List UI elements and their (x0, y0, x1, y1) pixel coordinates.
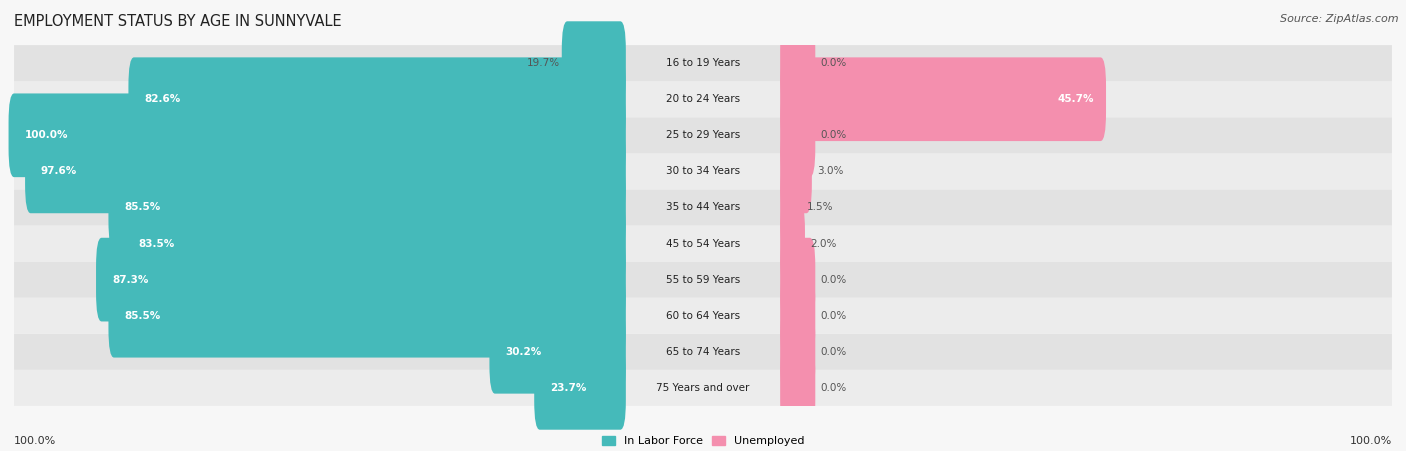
FancyBboxPatch shape (780, 129, 811, 213)
Text: 83.5%: 83.5% (138, 239, 174, 249)
FancyBboxPatch shape (25, 129, 626, 213)
FancyBboxPatch shape (8, 93, 626, 177)
Text: 2.0%: 2.0% (810, 239, 837, 249)
FancyBboxPatch shape (14, 370, 1392, 406)
FancyBboxPatch shape (14, 334, 1392, 370)
Text: 20 to 24 Years: 20 to 24 Years (666, 94, 740, 104)
Text: 85.5%: 85.5% (124, 202, 160, 212)
Text: 65 to 74 Years: 65 to 74 Years (666, 347, 740, 357)
FancyBboxPatch shape (780, 238, 815, 322)
FancyBboxPatch shape (489, 310, 626, 394)
FancyBboxPatch shape (128, 57, 626, 141)
FancyBboxPatch shape (14, 81, 1392, 117)
Text: 75 Years and over: 75 Years and over (657, 383, 749, 393)
Text: 35 to 44 Years: 35 to 44 Years (666, 202, 740, 212)
FancyBboxPatch shape (780, 346, 815, 430)
FancyBboxPatch shape (780, 57, 1107, 141)
Text: 45 to 54 Years: 45 to 54 Years (666, 239, 740, 249)
Text: 16 to 19 Years: 16 to 19 Years (666, 58, 740, 68)
Text: 97.6%: 97.6% (41, 166, 77, 176)
FancyBboxPatch shape (534, 346, 626, 430)
Text: 100.0%: 100.0% (1350, 437, 1392, 446)
Text: 0.0%: 0.0% (820, 311, 846, 321)
FancyBboxPatch shape (108, 166, 626, 249)
Text: 45.7%: 45.7% (1057, 94, 1094, 104)
Text: 0.0%: 0.0% (820, 275, 846, 285)
FancyBboxPatch shape (108, 274, 626, 358)
FancyBboxPatch shape (14, 45, 1392, 81)
FancyBboxPatch shape (780, 310, 815, 394)
Text: 60 to 64 Years: 60 to 64 Years (666, 311, 740, 321)
FancyBboxPatch shape (14, 298, 1392, 334)
Text: 0.0%: 0.0% (820, 130, 846, 140)
FancyBboxPatch shape (780, 166, 801, 249)
Text: 0.0%: 0.0% (820, 347, 846, 357)
Text: 0.0%: 0.0% (820, 58, 846, 68)
Text: 30.2%: 30.2% (505, 347, 541, 357)
Text: 0.0%: 0.0% (820, 383, 846, 393)
FancyBboxPatch shape (14, 262, 1392, 298)
FancyBboxPatch shape (780, 93, 815, 177)
FancyBboxPatch shape (780, 274, 815, 358)
Text: 55 to 59 Years: 55 to 59 Years (666, 275, 740, 285)
FancyBboxPatch shape (14, 117, 1392, 153)
FancyBboxPatch shape (780, 21, 815, 105)
Text: 3.0%: 3.0% (817, 166, 844, 176)
Text: EMPLOYMENT STATUS BY AGE IN SUNNYVALE: EMPLOYMENT STATUS BY AGE IN SUNNYVALE (14, 14, 342, 28)
Text: 82.6%: 82.6% (145, 94, 180, 104)
Text: 87.3%: 87.3% (112, 275, 148, 285)
FancyBboxPatch shape (562, 21, 626, 105)
Text: Source: ZipAtlas.com: Source: ZipAtlas.com (1281, 14, 1399, 23)
Text: 23.7%: 23.7% (550, 383, 586, 393)
FancyBboxPatch shape (122, 202, 626, 285)
Text: 100.0%: 100.0% (14, 437, 56, 446)
FancyBboxPatch shape (14, 226, 1392, 262)
FancyBboxPatch shape (780, 202, 806, 285)
FancyBboxPatch shape (96, 238, 626, 322)
FancyBboxPatch shape (14, 153, 1392, 189)
Text: 25 to 29 Years: 25 to 29 Years (666, 130, 740, 140)
Text: 100.0%: 100.0% (24, 130, 67, 140)
Text: 30 to 34 Years: 30 to 34 Years (666, 166, 740, 176)
Text: 19.7%: 19.7% (527, 58, 561, 68)
FancyBboxPatch shape (14, 189, 1392, 226)
Text: 85.5%: 85.5% (124, 311, 160, 321)
Legend: In Labor Force, Unemployed: In Labor Force, Unemployed (598, 432, 808, 451)
Text: 1.5%: 1.5% (807, 202, 832, 212)
